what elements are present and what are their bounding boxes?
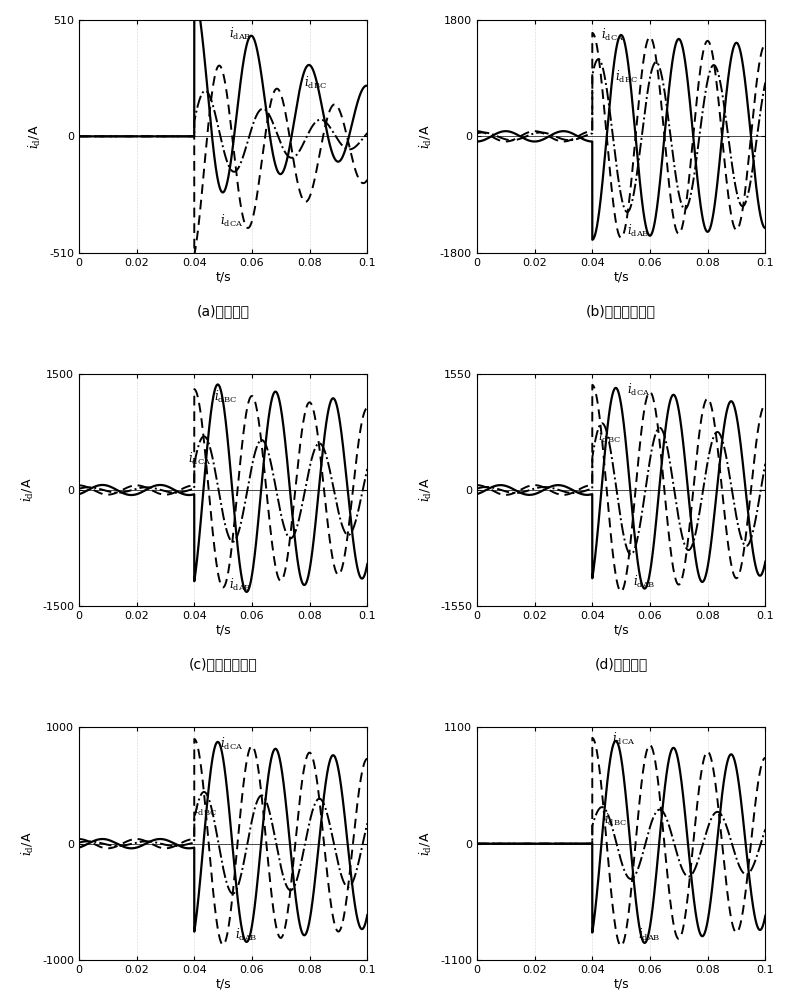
Y-axis label: $i_{\rm d}$/A: $i_{\rm d}$/A — [21, 831, 36, 856]
Text: $i_{\rm dAB}$: $i_{\rm dAB}$ — [627, 223, 649, 239]
X-axis label: t/s: t/s — [613, 978, 629, 991]
Y-axis label: $i_{\rm d}$/A: $i_{\rm d}$/A — [28, 124, 43, 149]
Text: $i_{\rm dAB}$: $i_{\rm dAB}$ — [229, 26, 252, 42]
Text: $i_{\rm dCA}$: $i_{\rm dCA}$ — [601, 27, 624, 43]
X-axis label: t/s: t/s — [215, 270, 231, 283]
Text: $i_{\rm dAB}$: $i_{\rm dAB}$ — [638, 927, 661, 943]
Text: $i_{\rm dAB}$: $i_{\rm dAB}$ — [229, 577, 252, 593]
Text: $i_{\rm dBC}$: $i_{\rm dBC}$ — [304, 75, 327, 91]
Text: $i_{\rm dBC}$: $i_{\rm dBC}$ — [615, 69, 638, 85]
Y-axis label: $i_{\rm d}$/A: $i_{\rm d}$/A — [21, 478, 36, 502]
Text: $i_{\rm dBC}$: $i_{\rm dBC}$ — [604, 812, 626, 828]
Text: (b)单相接地短路: (b)单相接地短路 — [586, 304, 656, 318]
Text: $i_{\rm dCA}$: $i_{\rm dCA}$ — [627, 382, 650, 398]
Text: (a)空载合闸: (a)空载合闸 — [196, 304, 249, 318]
Text: (d)三相短路: (d)三相短路 — [594, 658, 648, 672]
Text: $i_{\rm dBC}$: $i_{\rm dBC}$ — [598, 428, 621, 445]
X-axis label: t/s: t/s — [215, 624, 231, 637]
Text: $i_{\rm dCA}$: $i_{\rm dCA}$ — [612, 731, 636, 747]
Text: $i_{\rm dBC}$: $i_{\rm dBC}$ — [215, 389, 237, 405]
Y-axis label: $i_{\rm d}$/A: $i_{\rm d}$/A — [418, 831, 435, 856]
Text: $i_{\rm dAB}$: $i_{\rm dAB}$ — [633, 574, 655, 590]
Text: $i_{\rm dCA}$: $i_{\rm dCA}$ — [220, 736, 244, 752]
X-axis label: t/s: t/s — [613, 270, 629, 283]
Y-axis label: $i_{\rm d}$/A: $i_{\rm d}$/A — [418, 478, 435, 502]
Y-axis label: $i_{\rm d}$/A: $i_{\rm d}$/A — [418, 124, 435, 149]
Text: $i_{\rm dCA}$: $i_{\rm dCA}$ — [220, 213, 244, 229]
Text: $i_{\rm dCA}$: $i_{\rm dCA}$ — [189, 451, 212, 467]
Text: $i_{\rm dAB}$: $i_{\rm dAB}$ — [234, 927, 257, 943]
Text: (c)两相接地短路: (c)两相接地短路 — [189, 658, 257, 672]
X-axis label: t/s: t/s — [613, 624, 629, 637]
X-axis label: t/s: t/s — [215, 978, 231, 991]
Text: $i_{\rm dBC}$: $i_{\rm dBC}$ — [194, 801, 217, 818]
